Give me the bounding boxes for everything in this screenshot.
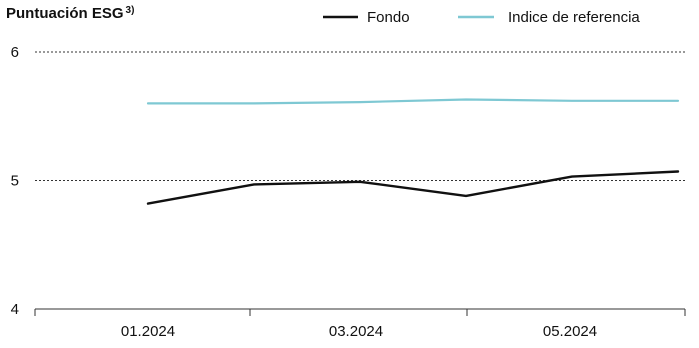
legend-label-fondo: Fondo — [367, 9, 410, 26]
chart-title-footnote: 3) — [126, 5, 135, 16]
y-tick-label-4: 4 — [11, 301, 19, 318]
legend-label-indice-de-referencia: Indice de referencia — [508, 9, 640, 26]
x-tick-label-01.2024: 01.2024 — [121, 323, 175, 340]
y-tick-label-6: 6 — [11, 44, 19, 61]
y-tick-label-5: 5 — [11, 173, 19, 190]
series-line-fondo — [148, 172, 678, 204]
series-line-indice-de-referencia — [148, 100, 678, 104]
x-tick-label-03.2024: 03.2024 — [329, 323, 383, 340]
x-tick-label-05.2024: 05.2024 — [543, 323, 597, 340]
chart-title: Puntuación ESG 3) — [6, 5, 134, 22]
chart-title-text: Puntuación ESG — [6, 5, 124, 22]
